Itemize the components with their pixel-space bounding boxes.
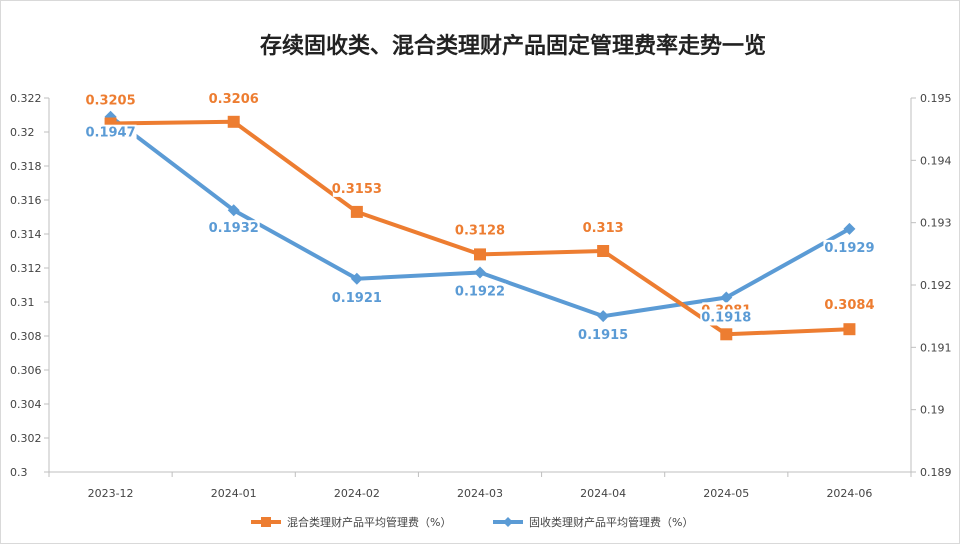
y-right-tick-label: 0.194 [920, 154, 952, 167]
data-label-background [86, 92, 135, 109]
data-label-background [332, 180, 381, 197]
data-point-square [227, 115, 240, 128]
x-tick-label: 2024-04 [580, 487, 626, 500]
data-point-diamond [350, 272, 363, 285]
y-left-tick-label: 0.306 [10, 364, 42, 377]
data-label-mixed: 0.313 [583, 221, 624, 236]
y-right-tick-label: 0.195 [920, 92, 952, 105]
chart-title: 存续固收类、混合类理财产品固定管理费率走势一览 [260, 33, 766, 59]
data-label-background [84, 124, 137, 141]
y-right-tick-label: 0.19 [920, 404, 945, 417]
data-point-square [720, 328, 733, 341]
y-right-tick-label: 0.191 [920, 341, 952, 354]
data-label-fixed-income: 0.1932 [209, 221, 259, 236]
y-right-tick-label: 0.193 [920, 217, 952, 230]
y-left-tick-label: 0.322 [10, 92, 42, 105]
data-label-background [330, 289, 383, 306]
y-left-tick-label: 0.312 [10, 262, 42, 275]
data-point-square [843, 323, 856, 336]
y-left-tick-label: 0.3 [10, 466, 28, 479]
data-label-mixed: 0.3205 [85, 94, 135, 109]
x-tick-label: 2024-03 [457, 487, 503, 500]
data-point-diamond [227, 204, 240, 217]
data-point-square [350, 205, 363, 218]
data-label-fixed-income: 0.1947 [85, 126, 135, 141]
x-tick-label: 2023-12 [88, 487, 134, 500]
data-point-diamond [843, 222, 856, 235]
data-label-background [456, 222, 504, 239]
data-label-fixed-income: 0.1921 [332, 291, 382, 306]
x-tick-label: 2024-02 [334, 487, 380, 500]
y-right-tick-label: 0.189 [920, 466, 952, 479]
axes: 0.3 0.302 0.304 0.306 0.308 0.31 0.312 0.314 0.3… [10, 92, 952, 500]
y-left-tick-label: 0.314 [10, 228, 42, 241]
legend-label: 固收类理财产品平均管理费（%） [529, 515, 693, 529]
y-left-tick-label: 0.32 [10, 126, 35, 139]
data-label-background [700, 309, 753, 326]
legend-marker-diamond [503, 517, 513, 527]
data-label-fixed-income: 0.1922 [455, 285, 505, 300]
data-label-fixed-income: 0.1915 [578, 328, 628, 343]
data-point-diamond [597, 310, 610, 323]
data-label-background [823, 239, 876, 256]
data-label-background [454, 283, 506, 300]
legend-label: 混合类理财产品平均管理费（%） [287, 515, 451, 529]
y-right-tick-label: 0.192 [920, 279, 952, 292]
data-label-fixed-income: 0.1929 [824, 241, 874, 256]
data-label-mixed: 0.3128 [455, 223, 505, 238]
y-left-tick-label: 0.31 [10, 296, 35, 309]
legend-marker-square [261, 517, 271, 527]
x-tick-label: 2024-05 [703, 487, 749, 500]
data-label-fixed-income: 0.1918 [701, 310, 751, 325]
data-label-background [207, 220, 260, 237]
y-left-tick-label: 0.316 [10, 194, 42, 207]
y-left-tick-label: 0.308 [10, 330, 42, 343]
y-left-tick-label: 0.304 [10, 398, 42, 411]
legend: 混合类理财产品平均管理费（%） 固收类理财产品平均管理费（%） [251, 515, 693, 529]
data-label-mixed: 0.3084 [824, 298, 874, 313]
series-layer: 0.32050.32060.31530.31280.3130.30810.308… [84, 90, 876, 344]
x-tick-label: 2024-06 [826, 487, 872, 500]
data-label-mixed: 0.3153 [332, 182, 382, 197]
data-label-background [577, 327, 630, 344]
data-point-diamond [720, 291, 733, 304]
data-label-mixed: 0.3206 [209, 92, 259, 107]
data-label-background [209, 90, 258, 107]
y-left-tick-label: 0.302 [10, 432, 42, 445]
data-label-background [579, 220, 628, 236]
data-point-diamond [474, 266, 486, 279]
data-point-square [474, 248, 486, 261]
data-point-square [597, 245, 610, 257]
x-tick-label: 2024-01 [211, 487, 257, 500]
y-left-tick-label: 0.318 [10, 160, 42, 173]
data-label-background [825, 297, 874, 314]
